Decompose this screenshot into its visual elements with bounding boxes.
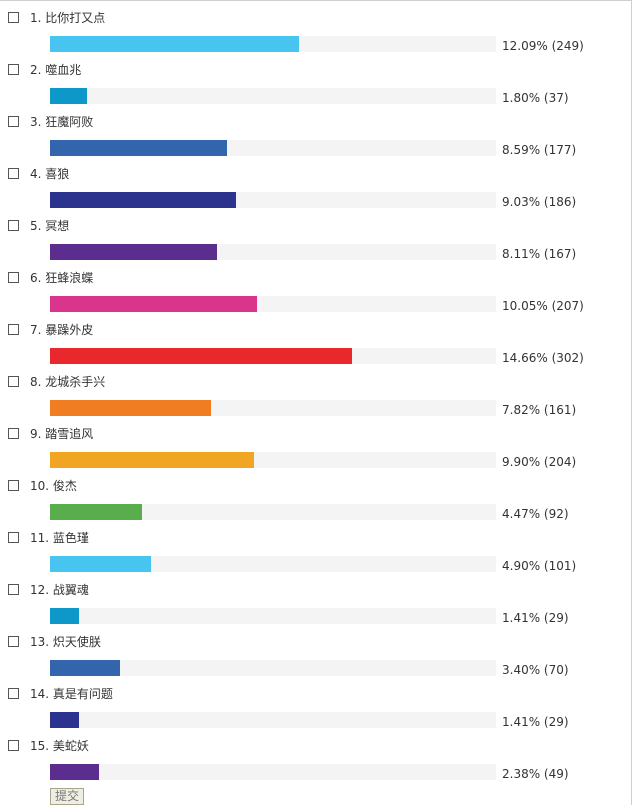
result-value: 14.66% (302) (502, 351, 584, 365)
option-label: 9. 踏雪追风 (30, 427, 94, 441)
result-bar-track (50, 504, 496, 520)
result-bar (50, 192, 236, 208)
result-bar (50, 400, 211, 416)
poll-option: 2. 噬血兆 1.80% (37) (0, 54, 632, 106)
result-bar-track (50, 192, 496, 208)
submit-button[interactable]: 提交 (50, 788, 85, 805)
poll-option: 9. 踏雪追风 9.90% (204) (0, 418, 632, 470)
poll-option: 8. 龙城杀手兴 7.82% (161) (0, 366, 632, 418)
poll-option: 5. 冥想 8.11% (167) (0, 210, 632, 262)
result-bar-track (50, 556, 496, 572)
option-label: 12. 战翼魂 (30, 583, 89, 597)
result-value: 4.47% (92) (502, 507, 569, 521)
option-label: 11. 蓝色瑾 (30, 531, 89, 545)
result-bar (50, 504, 142, 520)
option-label: 1. 比你打又点 (30, 11, 106, 25)
result-bar (50, 452, 254, 468)
poll-option: 4. 喜狼 9.03% (186) (0, 158, 632, 210)
result-bar (50, 764, 99, 780)
option-label: 6. 狂蜂浪蝶 (30, 271, 94, 285)
result-bar (50, 140, 227, 156)
result-bar (50, 608, 79, 624)
option-label: 8. 龙城杀手兴 (30, 375, 106, 389)
result-bar (50, 556, 151, 572)
result-value: 12.09% (249) (502, 39, 584, 53)
option-checkbox[interactable] (8, 740, 19, 751)
result-value: 10.05% (207) (502, 299, 584, 313)
option-checkbox[interactable] (8, 64, 19, 75)
poll-option: 3. 狂魔阿败 8.59% (177) (0, 106, 632, 158)
option-label: 7. 暴躁外皮 (30, 323, 94, 337)
option-checkbox[interactable] (8, 532, 19, 543)
result-bar-track (50, 296, 496, 312)
result-value: 8.11% (167) (502, 247, 577, 261)
poll-option: 15. 美蛇妖 2.38% (49) (0, 730, 632, 782)
option-label: 13. 炽天使朕 (30, 635, 101, 649)
result-value: 2.38% (49) (502, 767, 569, 781)
result-value: 1.80% (37) (502, 91, 569, 105)
option-checkbox[interactable] (8, 324, 19, 335)
option-checkbox[interactable] (8, 116, 19, 127)
top-border (0, 0, 632, 1)
option-checkbox[interactable] (8, 168, 19, 179)
result-bar-track (50, 764, 496, 780)
result-bar-track (50, 36, 496, 52)
result-bar-track (50, 452, 496, 468)
result-bar (50, 88, 87, 104)
result-value: 1.41% (29) (502, 611, 569, 625)
result-bar-track (50, 244, 496, 260)
result-bar-track (50, 140, 496, 156)
result-bar (50, 660, 120, 676)
poll-option: 14. 真是有问题 1.41% (29) (0, 678, 632, 730)
result-bar-track (50, 88, 496, 104)
result-bar-track (50, 608, 496, 624)
option-label: 4. 喜狼 (30, 167, 70, 181)
option-checkbox[interactable] (8, 272, 19, 283)
result-bar-track (50, 712, 496, 728)
option-checkbox[interactable] (8, 480, 19, 491)
result-value: 1.41% (29) (502, 715, 569, 729)
option-checkbox[interactable] (8, 688, 19, 699)
result-value: 9.03% (186) (502, 195, 577, 209)
result-bar (50, 712, 79, 728)
result-bar (50, 244, 217, 260)
poll-option: 1. 比你打又点 12.09% (249) (0, 2, 632, 54)
option-checkbox[interactable] (8, 584, 19, 595)
option-checkbox[interactable] (8, 12, 19, 23)
poll-option: 11. 蓝色瑾 4.90% (101) (0, 522, 632, 574)
result-bar-track (50, 400, 496, 416)
result-value: 8.59% (177) (502, 143, 577, 157)
result-value: 4.90% (101) (502, 559, 577, 573)
option-checkbox[interactable] (8, 376, 19, 387)
option-checkbox[interactable] (8, 636, 19, 647)
poll-option: 6. 狂蜂浪蝶 10.05% (207) (0, 262, 632, 314)
option-label: 14. 真是有问题 (30, 687, 113, 701)
poll-option: 12. 战翼魂 1.41% (29) (0, 574, 632, 626)
option-label: 10. 俊杰 (30, 479, 77, 493)
option-label: 5. 冥想 (30, 219, 70, 233)
poll-option: 10. 俊杰 4.47% (92) (0, 470, 632, 522)
result-bar (50, 36, 299, 52)
option-label: 3. 狂魔阿败 (30, 115, 94, 129)
result-bar-track (50, 660, 496, 676)
result-bar-track (50, 348, 496, 364)
result-bar (50, 348, 352, 364)
poll-option: 7. 暴躁外皮 14.66% (302) (0, 314, 632, 366)
option-label: 2. 噬血兆 (30, 63, 82, 77)
option-checkbox[interactable] (8, 220, 19, 231)
poll-option: 13. 炽天使朕 3.40% (70) (0, 626, 632, 678)
result-value: 9.90% (204) (502, 455, 577, 469)
result-value: 7.82% (161) (502, 403, 577, 417)
option-label: 15. 美蛇妖 (30, 739, 89, 753)
result-value: 3.40% (70) (502, 663, 569, 677)
result-bar (50, 296, 257, 312)
option-checkbox[interactable] (8, 428, 19, 439)
